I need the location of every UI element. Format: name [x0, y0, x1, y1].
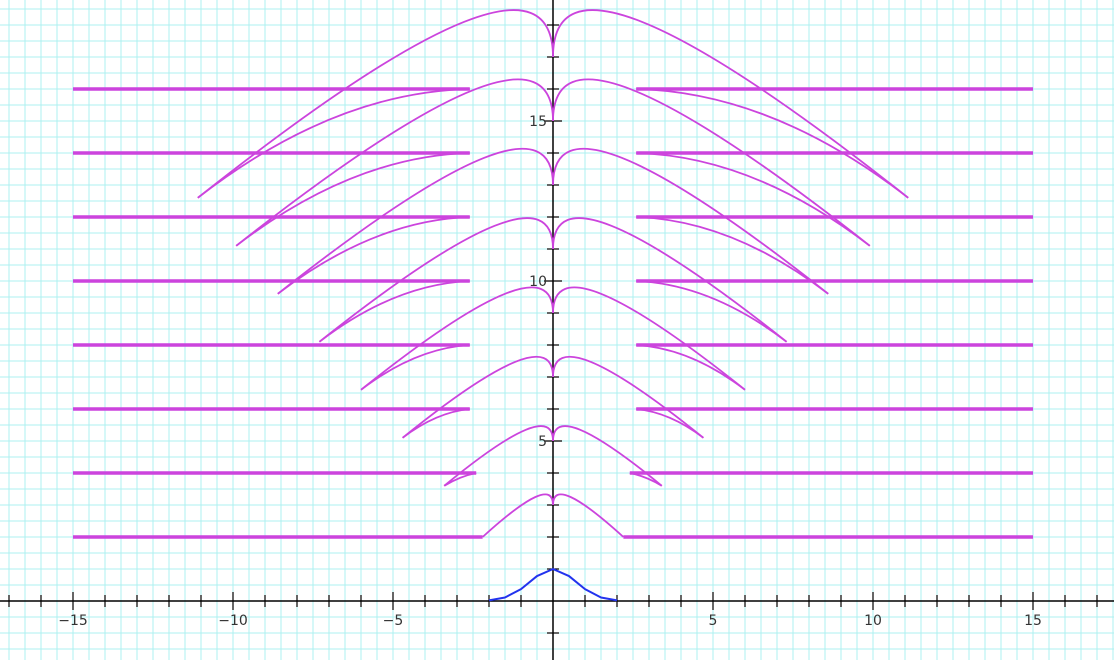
arc-main-right — [552, 286, 746, 391]
y-tick-label: 10 — [529, 274, 547, 290]
arc-main-left — [235, 78, 554, 247]
x-tick-label: 15 — [1024, 613, 1042, 629]
arc-inner-right — [629, 472, 663, 487]
arc-main-left — [443, 425, 554, 487]
x-tick-label: 5 — [709, 613, 718, 629]
arc-main-left — [481, 493, 554, 538]
arc-inner-right — [636, 408, 704, 439]
arc-inner-left — [443, 472, 477, 487]
arc-main-left — [402, 355, 554, 439]
arc-inner-left — [277, 216, 470, 295]
arc-main-left — [360, 286, 554, 391]
arc-inner-right — [636, 344, 746, 391]
arc-main-right — [552, 355, 704, 439]
x-tick-label: 10 — [864, 613, 882, 629]
arc-main-right — [552, 217, 788, 343]
arc-main-right — [552, 147, 829, 295]
arc-inner-left — [402, 408, 470, 439]
x-tick-label: −15 — [58, 613, 88, 629]
arc-inner-right — [636, 152, 871, 247]
y-tick-label: 15 — [529, 114, 547, 130]
arc-inner-right — [636, 216, 829, 295]
x-tick-label: −5 — [383, 613, 404, 629]
base-curve — [488, 568, 618, 602]
tick-labels: −15 −10 −5 5 10 15 5 10 15 — [58, 114, 1042, 629]
arc-main-right — [552, 9, 909, 199]
arc-inner-left — [197, 88, 470, 199]
y-tick-label: 5 — [538, 434, 547, 450]
arc-main-left — [318, 217, 554, 343]
arc-inner-right — [636, 88, 909, 199]
x-tick-label: −10 — [218, 613, 248, 629]
arc-main-left — [197, 9, 554, 199]
arc-inner-left — [235, 152, 470, 247]
arc-main-left — [277, 147, 554, 295]
arc-inner-right — [636, 280, 788, 343]
arc-main-right — [552, 78, 871, 247]
arc-inner-left — [318, 280, 470, 343]
arc-main-right — [552, 493, 625, 538]
arc-main-right — [552, 425, 663, 487]
arc-inner-left — [360, 344, 470, 391]
series-layer — [73, 9, 1033, 602]
